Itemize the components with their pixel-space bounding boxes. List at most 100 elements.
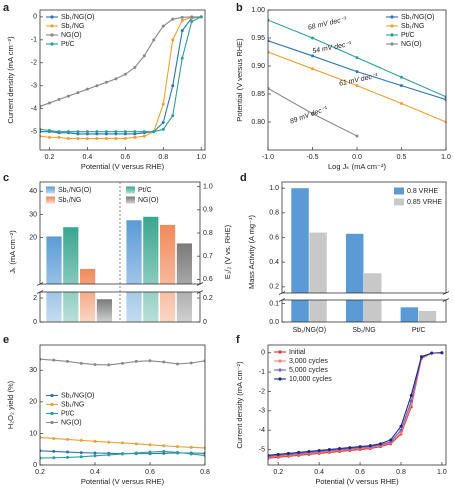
- annotation: 89 mV dec⁻¹: [289, 105, 329, 125]
- legend-label: Pt/C: [61, 41, 75, 48]
- marker: [134, 442, 138, 446]
- y-tick-label: 0: [33, 319, 37, 326]
- y-tick-label: 20: [29, 234, 37, 241]
- annotation: 68 mV dec⁻¹: [307, 16, 348, 32]
- y-tick-label: -2: [31, 60, 37, 67]
- marker: [52, 449, 56, 453]
- y-tick-label: 0.4: [269, 259, 279, 266]
- x-tick-label: 0.0: [352, 154, 362, 161]
- marker: [47, 101, 51, 105]
- marker: [199, 15, 203, 19]
- x-tick-label: 0.2: [45, 154, 55, 161]
- marker: [121, 441, 124, 445]
- break-mark: [36, 290, 44, 294]
- plot-frame: [267, 9, 447, 151]
- y-tick-label: 1.0: [203, 183, 213, 190]
- legend-marker: [50, 402, 54, 407]
- plot-area: [40, 357, 205, 460]
- marker: [297, 450, 301, 454]
- y-tick-label: 0.2: [269, 284, 279, 291]
- legend-label: NG(O): [401, 41, 422, 48]
- legend-marker: [50, 15, 54, 19]
- marker: [162, 360, 166, 364]
- legend-marker: [390, 33, 394, 37]
- bar: [80, 268, 96, 322]
- marker: [107, 440, 111, 444]
- axis-break: [281, 293, 447, 300]
- y2-axis-title: E₁/₂ (V vs. RHE): [223, 224, 232, 279]
- marker: [85, 132, 89, 136]
- bar: [418, 311, 437, 322]
- marker: [400, 84, 403, 88]
- marker: [348, 446, 352, 450]
- legend-label: Sb₁/NG(O): [401, 14, 434, 21]
- legend-label: Pt/C: [401, 32, 415, 39]
- y-tick-label: 40: [29, 188, 37, 195]
- y-tick-label: 30: [29, 211, 37, 218]
- panel-letter: d: [240, 172, 247, 184]
- x-tick-label: 0.8: [200, 469, 210, 476]
- plot-frame: [281, 299, 447, 323]
- legend-label: 5,000 cycles: [289, 367, 328, 374]
- marker: [152, 130, 156, 134]
- marker: [93, 363, 97, 367]
- marker: [399, 424, 403, 428]
- panel-letter: b: [236, 2, 243, 14]
- y-tick-label: 10: [29, 430, 37, 437]
- marker: [311, 112, 314, 116]
- marker: [400, 75, 403, 79]
- y-tick-label: 0.95: [251, 35, 265, 42]
- marker: [93, 451, 97, 455]
- legend-swatch: [46, 186, 55, 194]
- y-tick-label: 0.2: [203, 295, 213, 302]
- y-tick-label: -3: [259, 408, 265, 415]
- marker: [142, 54, 146, 58]
- y-tick-label: 0.0: [269, 319, 279, 326]
- y-tick-label: 0.85: [251, 91, 265, 98]
- y-tick-label: -3: [31, 83, 37, 90]
- marker: [134, 451, 138, 455]
- bar: [345, 233, 364, 322]
- y-tick-label: 2: [33, 295, 37, 302]
- marker: [52, 358, 56, 362]
- panel-letter: f: [236, 334, 240, 346]
- marker: [355, 84, 359, 88]
- marker: [379, 442, 383, 446]
- marker: [190, 19, 194, 23]
- bar: [160, 224, 176, 322]
- x-tick-label: 0.6: [145, 469, 155, 476]
- x-tick-label: 0.2: [35, 469, 45, 476]
- marker: [399, 431, 403, 435]
- marker: [142, 134, 146, 138]
- marker: [338, 447, 342, 451]
- legend-label: 10,000 cycles: [289, 376, 332, 383]
- marker: [176, 450, 179, 454]
- x-axis-title: Potential (V versus RHE): [81, 477, 165, 486]
- marker: [57, 98, 61, 102]
- x-tick-label: 1.0: [437, 469, 447, 476]
- legend-label: 0.8 VRHE: [407, 188, 438, 195]
- legend-label: Pt/C: [138, 187, 152, 194]
- break-mark: [442, 291, 450, 295]
- marker: [389, 438, 393, 442]
- marker: [76, 91, 80, 95]
- marker: [114, 130, 118, 134]
- y-tick-label: 1.00: [251, 7, 265, 14]
- x-tick-label: 0.6: [120, 154, 130, 161]
- x-tick-label: 0.6: [355, 469, 365, 476]
- marker: [311, 67, 314, 71]
- plot-area: [40, 15, 203, 141]
- marker: [79, 361, 83, 365]
- marker: [180, 56, 184, 60]
- legend-label: Sb₁/NG: [401, 23, 424, 30]
- marker: [276, 452, 280, 456]
- marker: [57, 130, 61, 134]
- marker: [307, 449, 311, 453]
- break-mark: [196, 290, 204, 294]
- marker: [327, 448, 331, 452]
- legend-label: Sb₁/NG: [58, 197, 81, 204]
- marker: [355, 56, 359, 60]
- legend-swatch: [394, 198, 404, 206]
- y-tick-label: 0.7: [203, 253, 213, 260]
- marker: [66, 450, 69, 454]
